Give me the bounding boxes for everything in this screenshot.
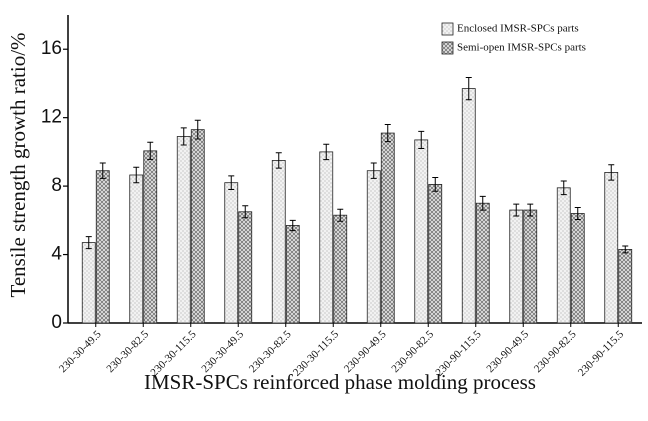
bar: [271, 160, 286, 324]
y-axis-title: Tensile strength growth ratio/%: [6, 32, 30, 297]
y-tick-label: 16: [41, 38, 62, 59]
error-bar: [418, 130, 425, 149]
error-bar: [194, 119, 201, 140]
error-bar: [479, 195, 486, 211]
bar: [129, 174, 144, 324]
error-bar: [275, 152, 282, 169]
bar: [95, 170, 110, 324]
error-bar: [133, 166, 140, 184]
x-tick-label: 230-30-82.5: [247, 328, 294, 375]
error-bar: [147, 141, 154, 160]
bar: [285, 225, 300, 324]
bar: [604, 172, 619, 324]
y-tick-label: 12: [41, 107, 62, 128]
x-tick-label: 230-90-82.5: [532, 328, 579, 375]
x-tick-label: 230-30-49.5: [199, 328, 246, 375]
bar: [556, 187, 571, 324]
bar: [509, 209, 524, 324]
bar: [143, 150, 158, 324]
error-bar: [370, 162, 377, 179]
legend-swatch: [441, 22, 454, 36]
y-tick-label: 8: [51, 175, 62, 196]
x-tick-label: 230-90-49.5: [342, 328, 389, 375]
bar: [380, 132, 395, 324]
y-tick-label: 0: [51, 312, 62, 333]
error-bar: [337, 208, 344, 222]
legend-label: Enclosed IMSR-SPCs parts: [457, 23, 579, 35]
bar: [461, 88, 476, 324]
bar: [428, 183, 443, 324]
bar: [618, 249, 633, 324]
error-bar: [242, 205, 249, 219]
error-bar: [228, 175, 235, 191]
bar: [176, 136, 191, 324]
bar: [333, 214, 348, 324]
error-bar: [527, 203, 534, 217]
x-tick-label: 230-90-49.5: [484, 328, 531, 375]
bar: [238, 211, 253, 324]
error-bar: [180, 127, 187, 146]
error-bar: [384, 124, 391, 143]
error-bar: [608, 164, 615, 181]
bar: [366, 170, 381, 324]
error-bar: [560, 180, 567, 196]
error-bar: [622, 245, 629, 254]
error-bar: [574, 207, 581, 220]
bar: [190, 129, 205, 324]
legend-swatch: [441, 41, 454, 55]
error-bar: [465, 76, 472, 101]
bar: [570, 213, 585, 324]
bar: [414, 139, 429, 324]
bar: [475, 202, 490, 324]
error-bar: [85, 236, 92, 250]
x-tick-label: 230-90-115.5: [576, 328, 627, 379]
bar: [81, 242, 96, 324]
error-bar: [513, 203, 520, 217]
error-bar: [289, 219, 296, 232]
x-tick-label: 230-90-82.5: [389, 328, 436, 375]
legend-label: Semi-open IMSR-SPCs parts: [457, 42, 586, 54]
bar: [523, 209, 538, 324]
error-bar: [432, 177, 439, 192]
x-tick-label: 230-30-82.5: [104, 328, 151, 375]
x-axis-title: IMSR-SPCs reinforced phase molding proce…: [144, 370, 536, 394]
bar: [319, 151, 334, 324]
bar: [224, 182, 239, 324]
error-bar: [99, 162, 106, 179]
y-tick-label: 4: [51, 244, 62, 265]
x-tick-label: 230-30-49.5: [57, 328, 104, 375]
error-bar: [323, 143, 330, 161]
